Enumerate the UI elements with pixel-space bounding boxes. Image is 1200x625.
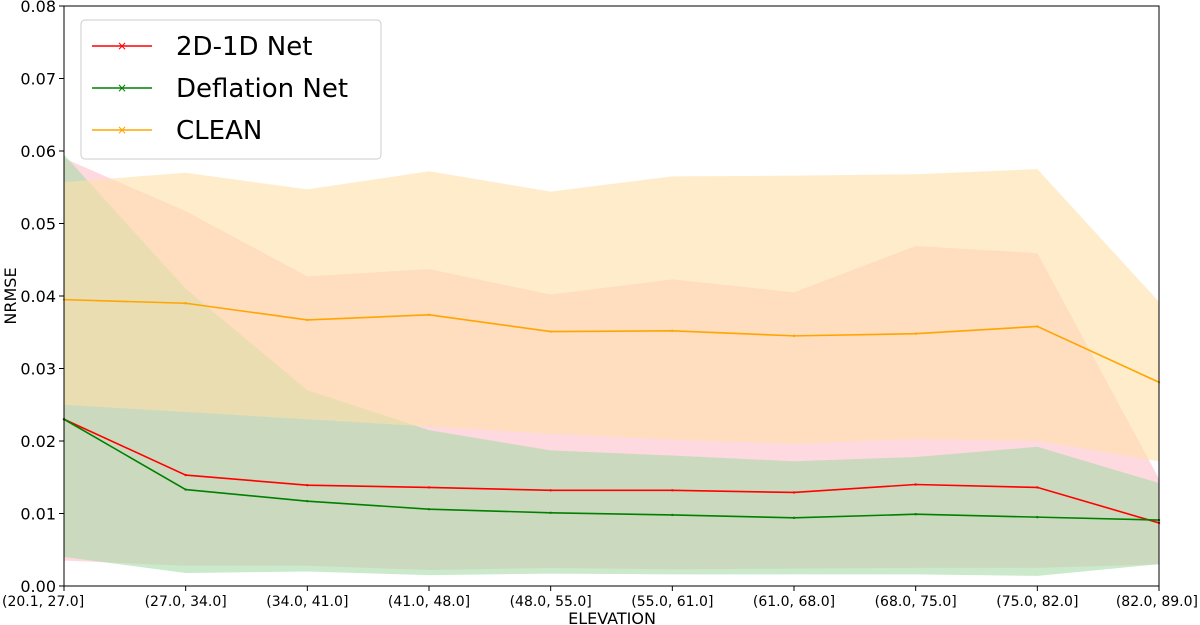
point-clean	[427, 313, 431, 317]
x-axis: (20.1, 27.0] (27.0, 34.0] (34.0, 41.0] (41.…	[2, 586, 1198, 610]
band-deflation-net	[64, 154, 1159, 576]
legend-label: 2D-1D Net	[176, 32, 312, 62]
y-tick-label: 0.01	[20, 505, 56, 524]
x-tick-label: (55.0, 61.0]	[631, 594, 713, 610]
x-tick-label: (68.0, 75.0]	[875, 594, 957, 610]
x-tick-label: (27.0, 34.0]	[145, 594, 227, 610]
line-clean	[63, 298, 1160, 384]
point-clean	[306, 318, 309, 322]
y-axis: 0.00 0.01 0.02 0.03 0.04 0.05 0.06 0.07 0.08	[20, 0, 64, 596]
x-tick-label: (34.0, 41.0]	[266, 594, 348, 610]
x-tick-label: (41.0, 48.0]	[388, 594, 470, 610]
legend-marker: ×	[117, 81, 127, 95]
y-tick-label: 0.02	[20, 432, 56, 451]
point-deflation-net	[914, 513, 917, 516]
x-tick-label: (82.0, 89.0]	[1116, 594, 1198, 610]
band-clean	[64, 169, 1159, 462]
x-tick-label: (48.0, 55.0]	[510, 594, 592, 610]
point-2d-1d-net	[792, 491, 796, 494]
y-tick-label: 0.05	[20, 215, 56, 234]
y-tick-label: 0.00	[20, 577, 56, 596]
x-tick-label: (20.1, 27.0]	[2, 594, 84, 610]
point-clean	[184, 302, 187, 305]
point-2d-1d-net	[549, 489, 552, 492]
y-tick-label: 0.08	[20, 0, 56, 16]
y-axis-label: NRMSE	[1, 267, 20, 324]
legend-label: Deflation Net	[176, 74, 348, 104]
legend-marker: ×	[117, 123, 127, 137]
y-tick-label: 0.07	[20, 70, 56, 89]
point-2d-1d-net	[914, 483, 917, 486]
x-axis-label: ELEVATION	[568, 609, 656, 625]
point-2d-1d-net	[306, 484, 309, 487]
point-2d-1d-net	[1036, 486, 1039, 489]
point-2d-1d-net	[427, 486, 431, 489]
point-clean	[792, 334, 796, 338]
legend: × 2D-1D Net × Deflation Net × CLEAN	[80, 19, 382, 160]
series-lines	[62, 298, 1161, 525]
confidence-bands	[64, 154, 1159, 576]
point-clean	[671, 329, 674, 332]
line-deflation-net	[63, 418, 1160, 521]
point-deflation-net	[184, 488, 187, 491]
legend-marker: ×	[117, 39, 127, 53]
x-tick-label: (75.0, 82.0]	[996, 594, 1078, 610]
point-deflation-net	[427, 507, 431, 511]
y-tick-label: 0.03	[20, 360, 56, 379]
point-2d-1d-net	[184, 473, 187, 477]
point-clean	[549, 330, 552, 333]
point-clean	[1036, 325, 1039, 328]
point-deflation-net	[1036, 515, 1039, 519]
y-tick-label: 0.06	[20, 142, 56, 161]
line-2d-1d-net	[63, 418, 1160, 524]
x-tick-label: (61.0, 68.0]	[753, 594, 835, 610]
point-deflation-net	[792, 516, 796, 520]
point-deflation-net	[549, 511, 552, 514]
point-clean	[914, 332, 917, 335]
point-2d-1d-net	[671, 489, 674, 492]
y-tick-label: 0.04	[20, 287, 56, 306]
legend-label: CLEAN	[176, 116, 262, 146]
legend-box	[80, 19, 382, 160]
point-deflation-net	[306, 499, 309, 503]
point-deflation-net	[671, 513, 674, 517]
